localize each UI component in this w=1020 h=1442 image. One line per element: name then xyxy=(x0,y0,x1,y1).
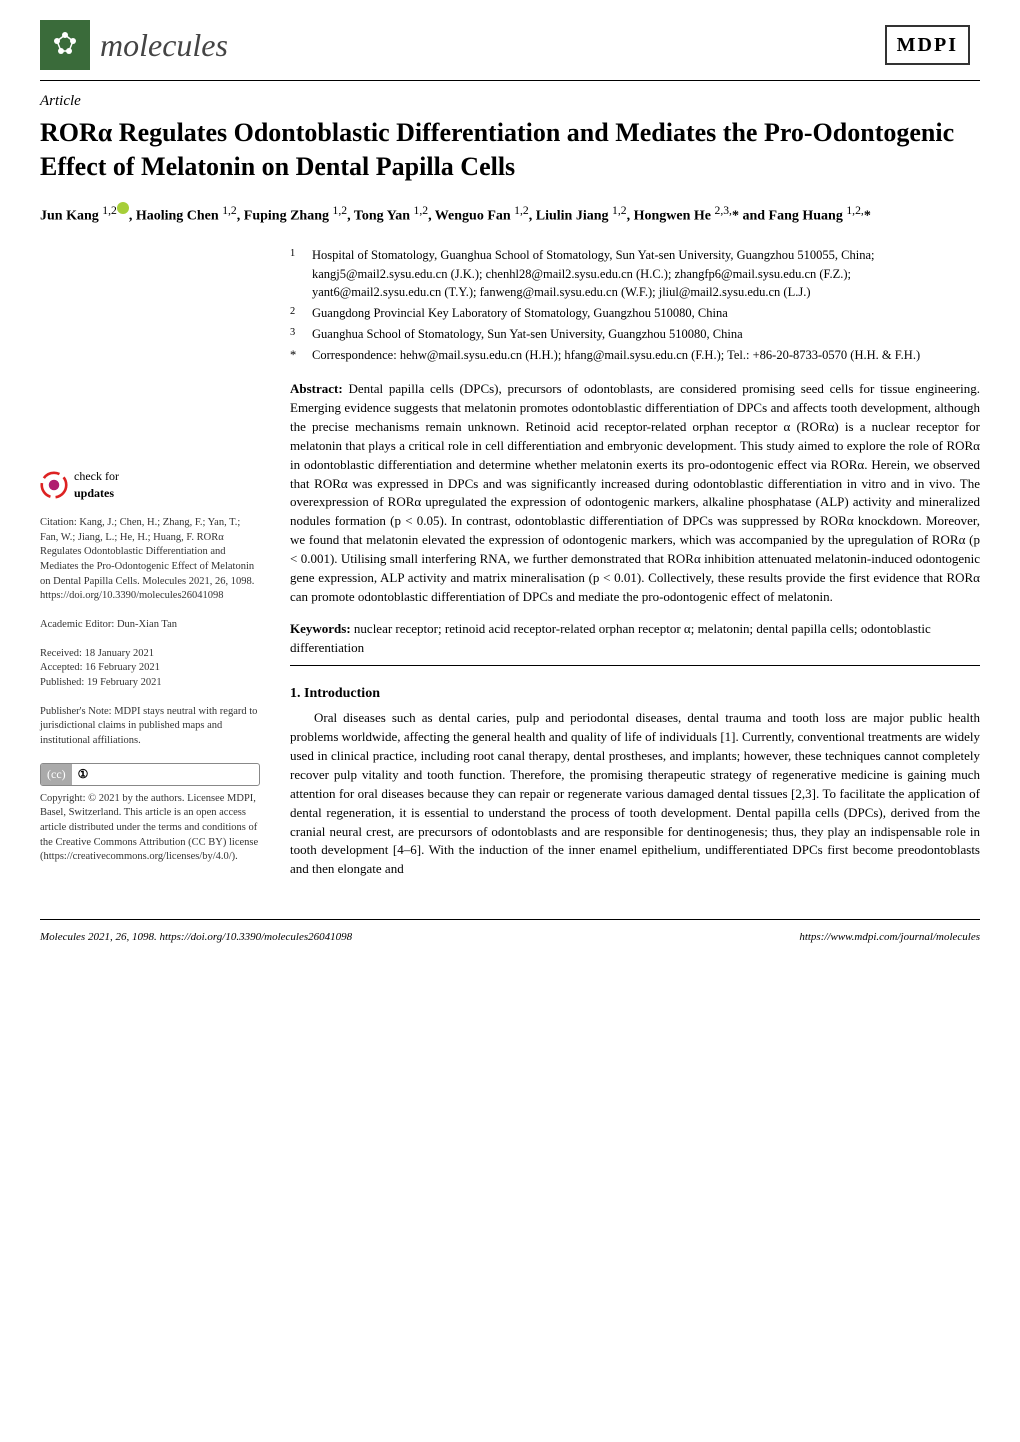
publisher-logo: MDPI xyxy=(885,25,970,65)
check-updates[interactable]: check for updates xyxy=(40,468,260,502)
copyright-block: Copyright: © 2021 by the authors. Licens… xyxy=(40,792,260,865)
orcid-icon xyxy=(117,202,129,214)
affiliations: 1Hospital of Stomatology, Guanghua Schoo… xyxy=(290,246,980,365)
correspondence: *Correspondence: hehw@mail.sysu.edu.cn (… xyxy=(290,346,980,365)
footer-left: Molecules 2021, 26, 1098. https://doi.or… xyxy=(40,930,352,945)
dates-block: Received: 18 January 2021 Accepted: 16 F… xyxy=(40,647,260,691)
main-content: 1Hospital of Stomatology, Guanghua Schoo… xyxy=(290,246,980,879)
abstract-label: Abstract: xyxy=(290,381,343,396)
journal-name: molecules xyxy=(100,23,228,68)
footer-right: https://www.mdpi.com/journal/molecules xyxy=(799,930,980,945)
article-title: RORα Regulates Odontoblastic Differentia… xyxy=(0,112,1020,194)
section-1-heading: 1. Introduction xyxy=(290,684,980,704)
main-two-column: check for updates Citation: Kang, J.; Ch… xyxy=(0,236,1020,899)
publisher-note: Publisher's Note: MDPI stays neutral wit… xyxy=(40,705,260,749)
keywords-label: Keywords: xyxy=(290,621,351,636)
check-updates-line1: check for xyxy=(74,468,119,485)
affiliation-1: 1Hospital of Stomatology, Guanghua Schoo… xyxy=(290,246,980,302)
keywords: Keywords: nuclear receptor; retinoid aci… xyxy=(290,620,980,656)
section-1-para-1: Oral diseases such as dental caries, pul… xyxy=(290,709,980,879)
keywords-rule xyxy=(290,665,980,666)
by-icon: ① xyxy=(72,764,95,785)
journal-hex-icon xyxy=(40,20,90,70)
check-updates-line2: updates xyxy=(74,485,119,502)
affiliation-2: 2Guangdong Provincial Key Laboratory of … xyxy=(290,304,980,323)
citation-block: Citation: Kang, J.; Chen, H.; Zhang, F.;… xyxy=(40,516,260,604)
author-list: Jun Kang 1,2, Haoling Chen 1,2, Fuping Z… xyxy=(0,194,1020,236)
page-footer: Molecules 2021, 26, 1098. https://doi.or… xyxy=(40,919,980,965)
academic-editor: Academic Editor: Dun-Xian Tan xyxy=(40,618,260,633)
keywords-text: nuclear receptor; retinoid acid receptor… xyxy=(290,621,931,654)
article-type: Article xyxy=(0,81,1020,112)
affiliation-3: 3Guanghua School of Stomatology, Sun Yat… xyxy=(290,325,980,344)
cc-by-badge: (cc)① xyxy=(40,763,260,786)
cc-icon: (cc) xyxy=(41,764,72,785)
abstract: Abstract: Dental papilla cells (DPCs), p… xyxy=(290,380,980,606)
abstract-text: Dental papilla cells (DPCs), precursors … xyxy=(290,381,980,603)
journal-logo: molecules xyxy=(40,20,228,70)
check-updates-icon xyxy=(40,471,68,499)
sidebar: check for updates Citation: Kang, J.; Ch… xyxy=(40,246,260,879)
page-header: molecules MDPI xyxy=(0,0,1020,80)
